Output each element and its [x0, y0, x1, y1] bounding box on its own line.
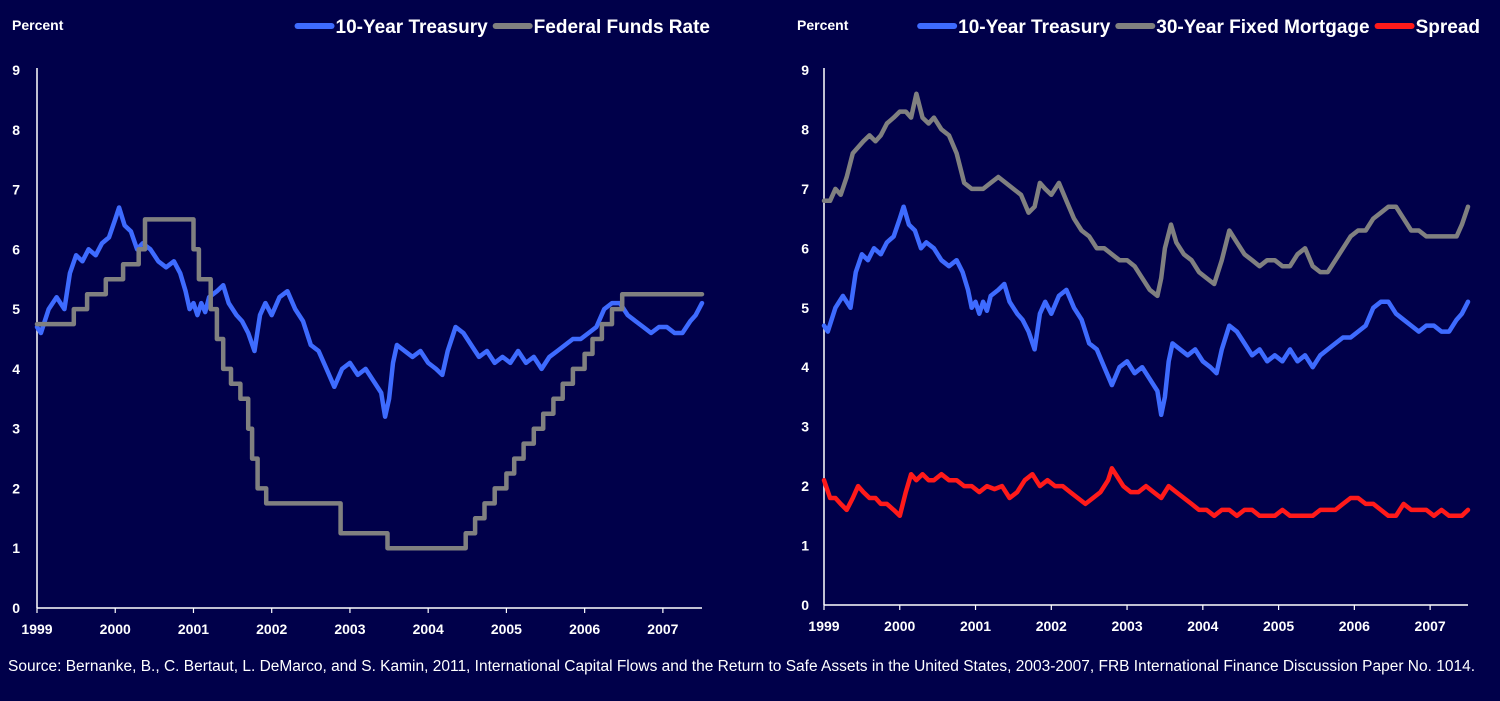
series-line-30-year-fixed-mortgage: [821, 91, 1471, 299]
x-tick-label: 2003: [1111, 618, 1142, 634]
y-tick-label: 6: [12, 241, 20, 257]
x-tick-label: 2006: [1339, 618, 1370, 634]
y-tick-label: 5: [801, 300, 809, 316]
x-tick-label: 2003: [334, 621, 365, 637]
y-tick-label: 0: [12, 600, 20, 616]
x-tick-label: 2006: [569, 621, 600, 637]
right-chart: Percent 0 1 2 3 4 5 6 7 8 9 1999 2000 2001 2002 2003 200…: [797, 17, 1480, 634]
x-tick-label: 2005: [1263, 618, 1294, 634]
x-tick-label: 2000: [884, 618, 915, 634]
y-tick-label: 2: [12, 480, 20, 496]
x-tick-label: 2000: [100, 621, 131, 637]
series-line-10-year-treasury: [34, 205, 705, 419]
x-tick-label: 1999: [21, 621, 52, 637]
x-tick-label: 2007: [647, 621, 678, 637]
y-tick-label: 2: [801, 478, 809, 494]
series-line-federal-funds-rate: [34, 217, 705, 551]
x-tick-label: 2004: [413, 621, 444, 637]
y-tick-label: 8: [12, 122, 20, 138]
x-tick-label: 2005: [491, 621, 522, 637]
left-chart: Percent 0 1 2 3 4 5 6 7 8 9 1999 2000 2001 2002 2003 200…: [12, 17, 710, 637]
x-tick-label: 1999: [808, 618, 839, 634]
charts-canvas: Percent 0 1 2 3 4 5 6 7 8 9 1999 2000 2001 2002 2003 200…: [12, 17, 1480, 637]
x-tick-label: 2002: [256, 621, 287, 637]
legend-label-spread: Spread: [1416, 17, 1480, 38]
series-line-spread: [821, 466, 1471, 519]
y-tick-label: 5: [12, 301, 20, 317]
y-tick-label: 6: [801, 240, 809, 256]
x-tick-label: 2007: [1415, 618, 1446, 634]
y-tick-label: 3: [801, 419, 809, 435]
y-tick-label: 4: [801, 359, 809, 375]
source-note: Source: Bernanke, B., C. Bertaut, L. DeM…: [8, 658, 1475, 675]
y-tick-label: 9: [12, 62, 20, 78]
x-tick-label: 2001: [178, 621, 209, 637]
y-tick-label: 1: [12, 540, 20, 556]
y-axis-label: Percent: [797, 17, 849, 33]
y-axis-label: Percent: [12, 17, 64, 33]
legend-label-10-year-treasury: 10-Year Treasury: [336, 17, 489, 38]
y-tick-label: 7: [801, 181, 809, 197]
legend-label-10-year-treasury: 10-Year Treasury: [958, 17, 1111, 38]
y-tick-label: 4: [12, 361, 20, 377]
legend-label-30-year-fixed-mortgage: 30-Year Fixed Mortgage: [1156, 17, 1369, 38]
x-tick-label: 2001: [960, 618, 991, 634]
y-tick-label: 0: [801, 597, 809, 613]
x-tick-label: 2002: [1036, 618, 1067, 634]
y-tick-label: 3: [12, 421, 20, 437]
y-tick-label: 8: [801, 121, 809, 137]
y-tick-label: 9: [801, 62, 809, 78]
series-line-10-year-treasury: [821, 204, 1471, 418]
x-tick-label: 2004: [1187, 618, 1218, 634]
y-tick-label: 7: [12, 182, 20, 198]
y-tick-label: 1: [801, 538, 809, 554]
legend-label-federal-funds-rate: Federal Funds Rate: [534, 17, 710, 38]
